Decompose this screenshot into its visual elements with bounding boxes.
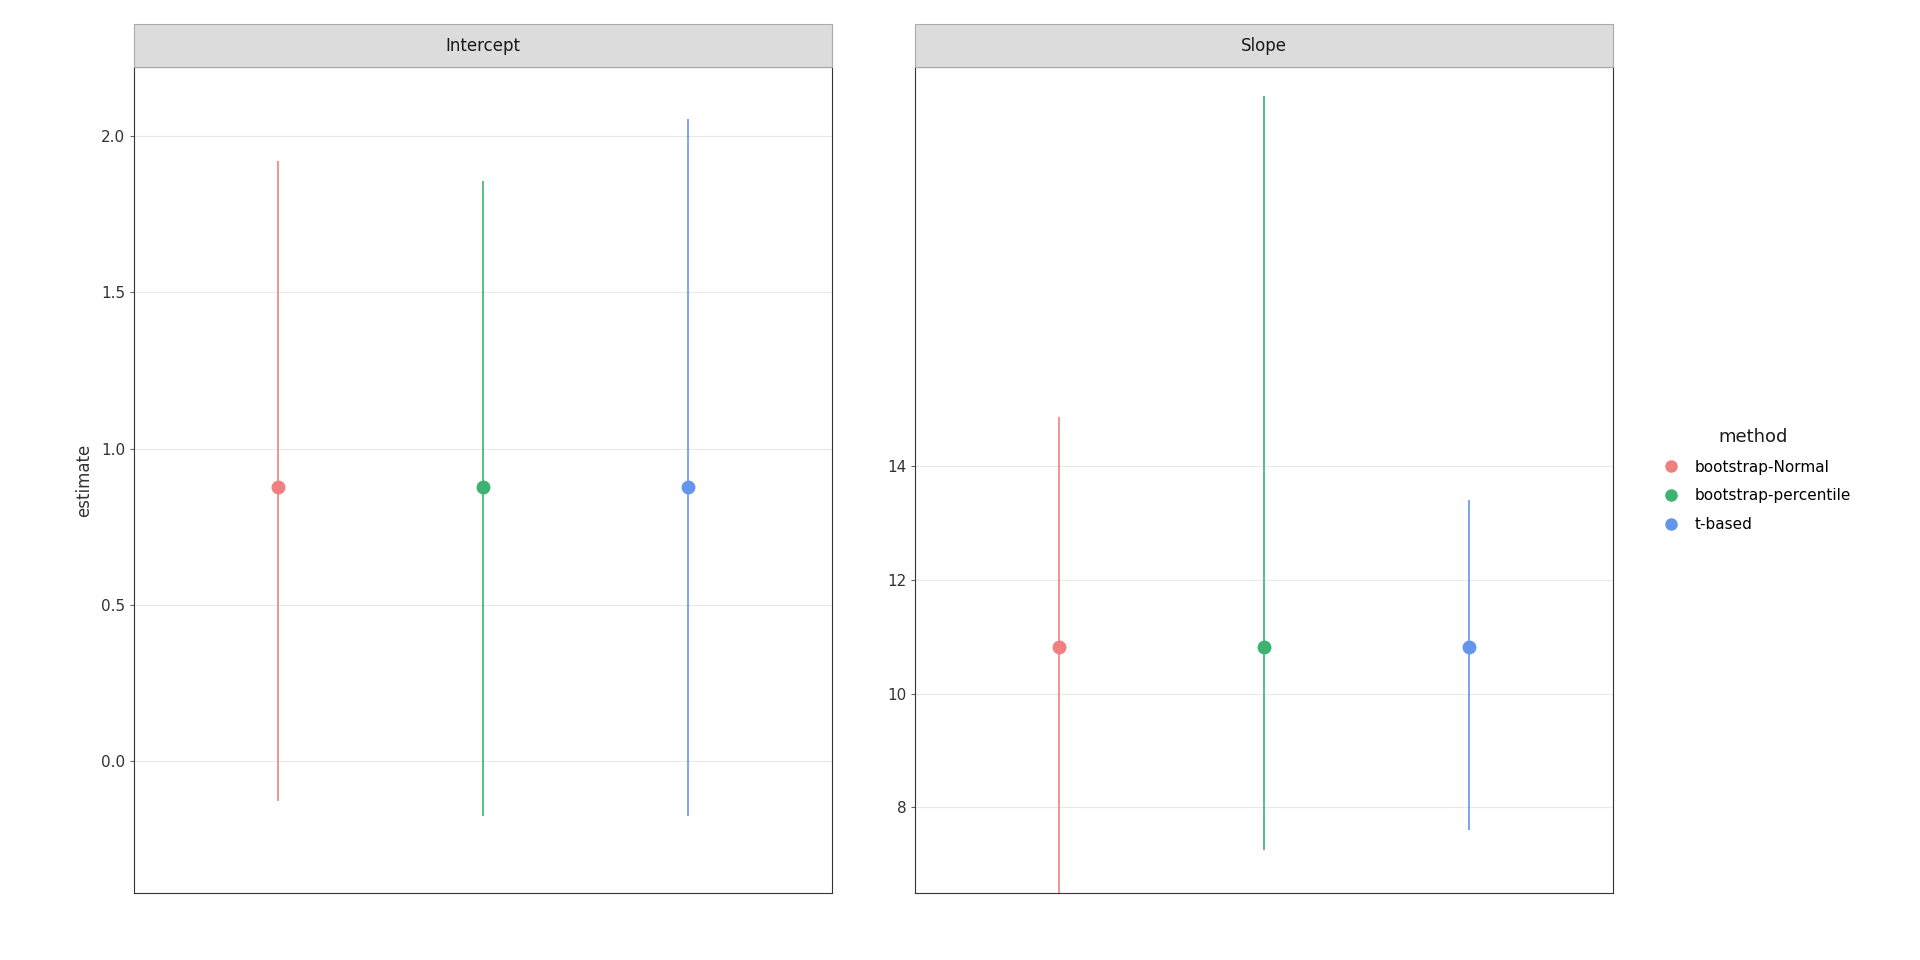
Text: Intercept: Intercept [445, 36, 520, 55]
Text: Slope: Slope [1240, 36, 1286, 55]
Y-axis label: estimate: estimate [75, 444, 92, 516]
Legend: bootstrap-Normal, bootstrap-percentile, t-based: bootstrap-Normal, bootstrap-percentile, … [1649, 421, 1857, 539]
